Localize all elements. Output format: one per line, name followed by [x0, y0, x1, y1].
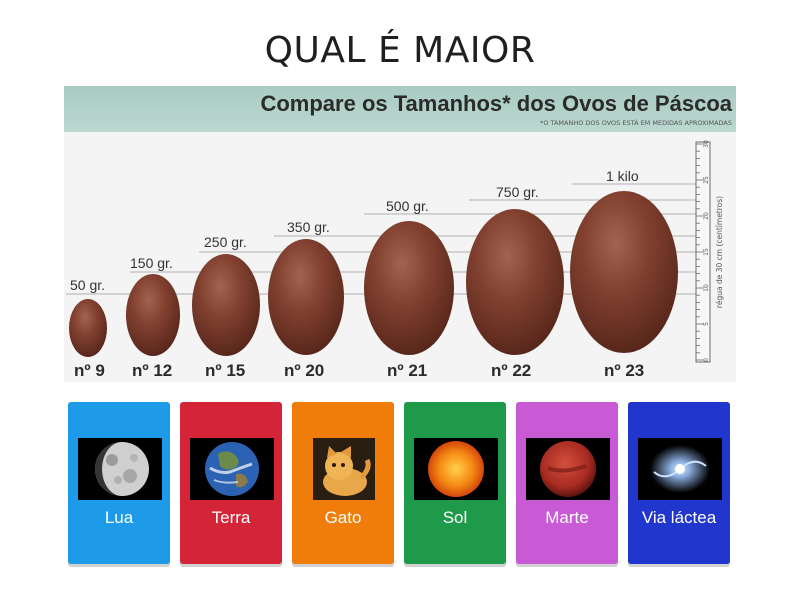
ruler-tick-label: 0 — [703, 358, 710, 362]
egg-number-label: nº 20 — [284, 361, 324, 380]
ruler: 0 5 10 15 20 25 30 régua de 30 cm (centímetros… — [695, 140, 724, 363]
egg-n22 — [466, 209, 564, 355]
answer-card-terra[interactable]: Terra — [180, 402, 282, 564]
ruler-tick-label: 25 — [703, 176, 710, 184]
egg-weight-label: 50 gr. — [70, 277, 105, 293]
mars-image — [526, 438, 610, 500]
egg-n23 — [570, 191, 678, 353]
answer-card-via-lactea[interactable]: Via láctea — [628, 402, 730, 564]
moon-image — [78, 438, 162, 500]
egg-weight-label: 150 gr. — [130, 255, 173, 271]
figure-heading: Compare os Tamanhos* dos Ovos de Páscoa — [260, 91, 732, 116]
egg-n15 — [192, 254, 260, 356]
egg-number-label: nº 23 — [604, 361, 644, 380]
egg-n20 — [268, 239, 344, 355]
ruler-tick-label: 30 — [703, 140, 710, 148]
answer-card-gato[interactable]: Gato — [292, 402, 394, 564]
egg-n9 — [69, 299, 107, 357]
ruler-tick-label: 10 — [703, 284, 710, 292]
egg-number-label: nº 9 — [74, 361, 105, 380]
ruler-label: régua de 30 cm (centímetros) — [715, 196, 724, 308]
card-label: Terra — [211, 508, 251, 527]
kitten-image — [313, 438, 375, 500]
ruler-tick-label: 15 — [703, 248, 710, 256]
card-label: Marte — [545, 508, 589, 527]
easter-egg-size-chart: Compare os Tamanhos* dos Ovos de Páscoa … — [64, 86, 736, 382]
answer-card-marte[interactable]: Marte — [516, 402, 618, 564]
galaxy-image — [638, 438, 722, 500]
egg-weight-label: 500 gr. — [386, 198, 429, 214]
egg-number-label: nº 12 — [132, 361, 172, 380]
sun-image — [414, 438, 498, 500]
card-label: Gato — [324, 508, 362, 527]
figure-header-band — [64, 86, 736, 132]
egg-weight-label: 750 gr. — [496, 184, 539, 200]
card-label: Lua — [104, 508, 134, 527]
ruler-tick-label: 5 — [703, 322, 710, 326]
answer-card-sol[interactable]: Sol — [404, 402, 506, 564]
egg-weight-label: 1 kilo — [606, 168, 639, 184]
egg-number-label: nº 21 — [387, 361, 427, 380]
egg-number-label: nº 22 — [491, 361, 531, 380]
eggs — [69, 191, 678, 357]
card-label: Sol — [442, 508, 468, 527]
egg-n12 — [126, 274, 180, 356]
card-label: Via láctea — [641, 508, 717, 527]
ruler-tick-label: 20 — [703, 212, 710, 220]
egg-weight-label: 350 gr. — [287, 219, 330, 235]
page-title: QUAL É MAIOR — [264, 30, 536, 71]
egg-number-label: nº 15 — [205, 361, 245, 380]
egg-weight-label: 250 gr. — [204, 234, 247, 250]
answer-card-lua[interactable]: Lua — [68, 402, 170, 564]
egg-n21 — [364, 221, 454, 355]
figure-note: *O TAMANHO DOS OVOS ESTÁ EM MEDIDAS APRO… — [540, 118, 732, 127]
earth-image — [190, 438, 274, 500]
